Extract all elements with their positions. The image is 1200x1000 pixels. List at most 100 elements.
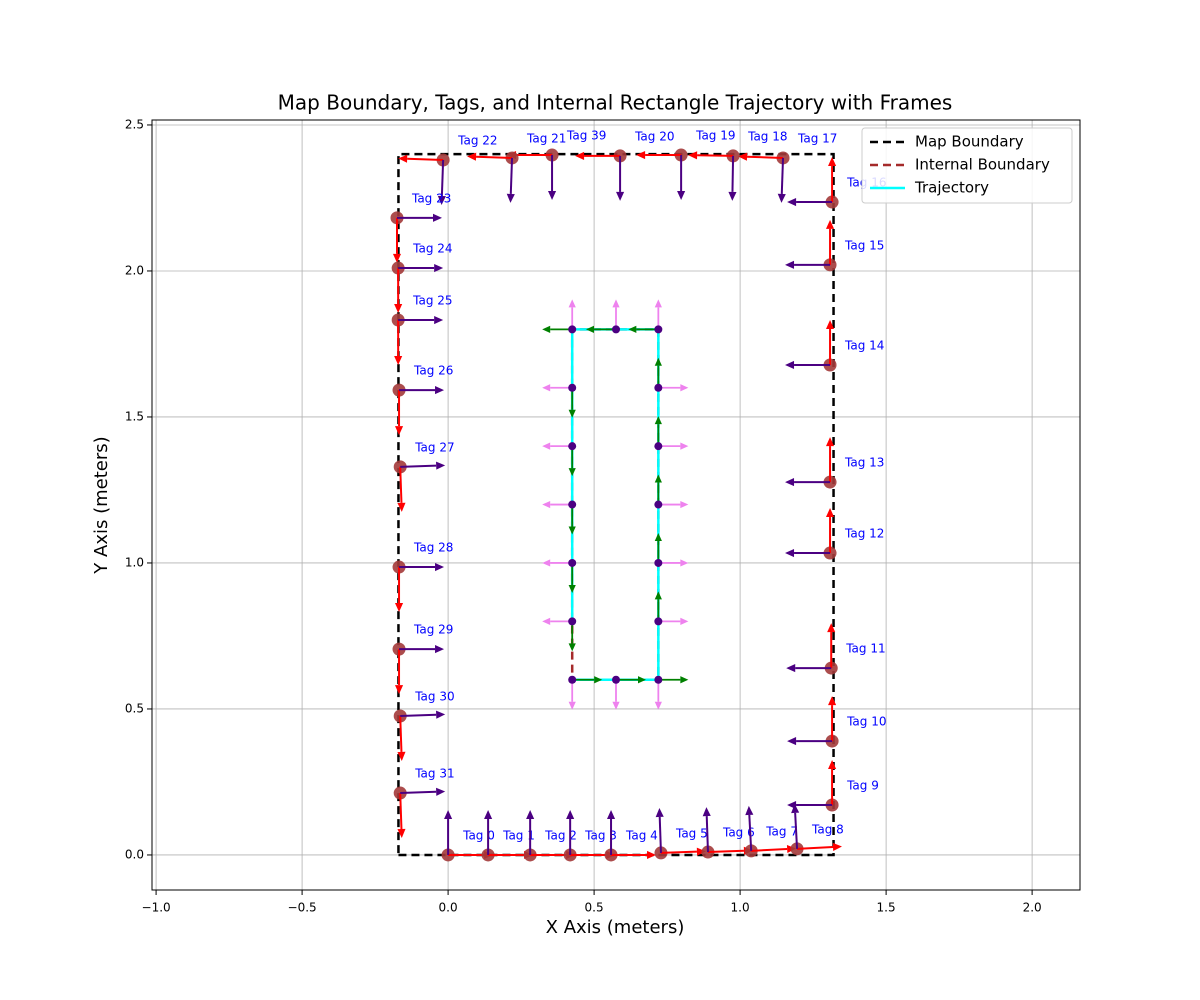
tag-x-axis-head (688, 151, 698, 160)
frame-heading-head (638, 676, 646, 684)
legend-label: Internal Boundary (915, 156, 1050, 174)
tag-x-axis-head (738, 152, 748, 161)
tag-x-axis-head (825, 508, 835, 518)
tag-y-axis-head (436, 787, 446, 796)
y-tick-label: 2.5 (125, 117, 144, 131)
tag-y-axis-head (432, 213, 442, 222)
tag-x-axis-shaft (399, 466, 403, 503)
frame-heading-head (628, 325, 637, 333)
tag-x-axis (688, 151, 734, 160)
frame-heading-head (654, 416, 662, 425)
frame-point (654, 325, 663, 334)
tag-y-axis (396, 213, 442, 222)
tag-label: Tag 29 (413, 623, 453, 637)
tag-label: Tag 22 (457, 134, 497, 148)
tag-y-axis (400, 461, 446, 470)
tag-y-axis (399, 645, 445, 654)
tag-label: Tag 27 (414, 440, 454, 454)
tag-label: Tag 39 (566, 129, 606, 143)
tag-label: Tag 24 (412, 242, 452, 256)
tag-y-axis (787, 198, 833, 207)
x-axis-label: X Axis (meters) (546, 917, 685, 938)
tag-label: Tag 23 (411, 191, 451, 205)
legend-label: Trajectory (914, 179, 989, 197)
frame-heading-head (654, 532, 662, 541)
frame-point (654, 558, 663, 567)
tag-y-axis (398, 263, 444, 273)
tag-y-axis-head (484, 809, 493, 819)
frame-point (568, 558, 577, 567)
tag-x-axis-shaft (697, 154, 734, 157)
tag-x-axis (825, 508, 835, 554)
frame-heading-head (654, 357, 662, 366)
tag-x-axis-head (828, 760, 837, 770)
tag-y-axis (548, 155, 557, 201)
tag-y-axis (526, 809, 535, 855)
x-tick-label: −0.5 (288, 901, 317, 915)
tag-y-axis (785, 478, 831, 487)
frame-normal-head (680, 384, 689, 392)
y-tick-label: 0.5 (125, 701, 144, 715)
tag-label: Tag 11 (845, 642, 885, 656)
tag-y-axis (745, 805, 754, 851)
frame-point (568, 383, 577, 392)
tag-x-axis (575, 151, 621, 160)
tag-y-axis-head (436, 710, 446, 719)
tag-y-axis-head (436, 461, 446, 470)
frame-point (568, 442, 577, 451)
tag-x-axis-head (827, 623, 836, 633)
tag-label: Tag 4 (625, 828, 658, 842)
frame-point (654, 383, 663, 392)
frame-normal-head (542, 442, 551, 450)
tag-y-axis-head (435, 386, 445, 395)
tag-y-axis (437, 159, 446, 205)
tag-y-axis-head (677, 191, 686, 201)
tag-label: Tag 10 (846, 715, 886, 729)
frame-heading-head (568, 409, 576, 418)
tag-x-axis (394, 268, 403, 314)
tag-x-axis-shaft (476, 155, 513, 159)
frame-point (568, 617, 577, 626)
frame-normal-head (542, 559, 551, 567)
tag-x-axis-head (394, 603, 404, 613)
tag-y-axis-head (548, 191, 557, 201)
tag-x-axis (394, 649, 404, 695)
tag-y-axis (399, 386, 445, 395)
x-tick-label: −1.0 (142, 901, 171, 915)
tag-y-axis-head (787, 737, 797, 746)
tag-x-axis-head (575, 151, 585, 160)
tag-x-axis-shaft (399, 715, 403, 752)
tag-x-axis (394, 567, 404, 613)
y-tick-label: 1.0 (125, 555, 144, 569)
tag-y-axis-shaft (658, 816, 662, 853)
tag-x-axis (827, 623, 836, 669)
tag-label: Tag 3 (584, 828, 617, 842)
tag-y-axis-shaft (400, 713, 437, 717)
tag-x-axis (392, 217, 402, 263)
tag-x-axis (397, 715, 406, 761)
frame-normal-head (542, 500, 551, 509)
tag-y-axis (787, 737, 833, 746)
tag-label: Tag 0 (462, 828, 495, 842)
tag-y-axis-head (526, 809, 535, 819)
tag-y-axis-shaft (748, 814, 753, 851)
frame-normal-head (612, 701, 620, 710)
series-line (397, 152, 835, 857)
frame-heading-head (654, 591, 662, 600)
tag-y-axis-head (785, 478, 795, 487)
tag-label: Tag 12 (844, 527, 884, 541)
y-axis-label: Y Axis (meters) (91, 436, 112, 574)
frame-heading-head (568, 643, 576, 652)
frame-point (568, 500, 577, 509)
tag-y-axis (616, 155, 625, 201)
tag-x-axis-head (394, 426, 404, 436)
tag-y-axis (655, 807, 664, 853)
frame-point (568, 675, 577, 684)
tag-y-axis (398, 315, 444, 325)
y-tick-label: 1.5 (125, 409, 144, 423)
tag-x-axis (397, 466, 406, 512)
tag-y-axis (400, 787, 446, 796)
tag-y-axis-head (606, 809, 616, 819)
frame-normal-head (612, 299, 620, 308)
tag-y-axis-head (434, 263, 444, 273)
